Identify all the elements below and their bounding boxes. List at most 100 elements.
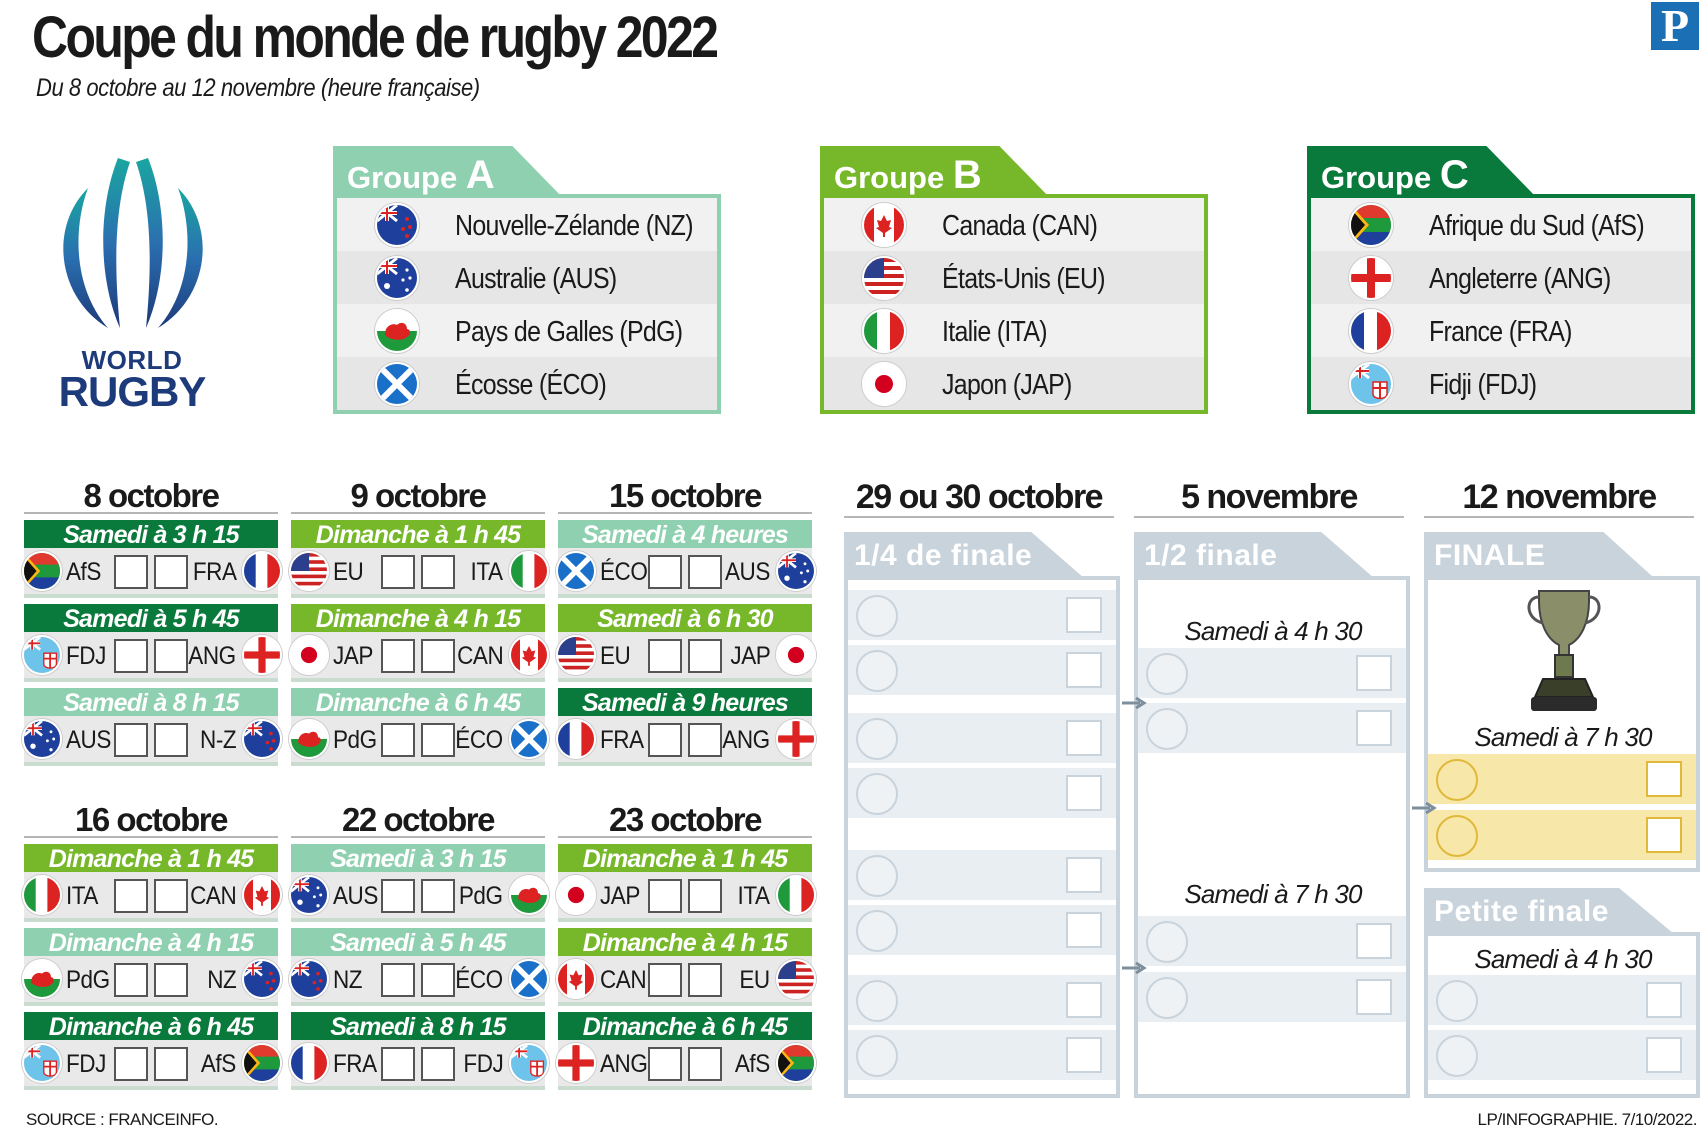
nz-flag-icon: [242, 719, 282, 759]
away-score-box[interactable]: [688, 963, 722, 997]
score-box[interactable]: [1356, 710, 1392, 746]
score-box[interactable]: [1356, 923, 1392, 959]
semi-final-slot: [1138, 703, 1406, 753]
team-placeholder-circle[interactable]: [1436, 759, 1478, 801]
away-score-box[interactable]: [688, 1047, 722, 1081]
match-card: Dimanche à 1 h 45 ITA CAN: [22, 844, 282, 922]
home-score-box[interactable]: [648, 723, 682, 757]
home-score-box[interactable]: [648, 639, 682, 673]
away-score-box[interactable]: [688, 723, 722, 757]
team-placeholder-circle[interactable]: [1146, 708, 1188, 750]
match-time: Samedi à 8 h 15: [291, 1012, 545, 1041]
score-box[interactable]: [1066, 720, 1102, 756]
score-box[interactable]: [1646, 817, 1682, 853]
home-team-code: ÉCO: [600, 558, 648, 586]
team-placeholder-circle[interactable]: [1146, 653, 1188, 695]
home-score-box[interactable]: [648, 1047, 682, 1081]
home-score-box[interactable]: [648, 879, 682, 913]
home-team-code: AUS: [66, 726, 111, 754]
team-placeholder-circle[interactable]: [1146, 977, 1188, 1019]
match-day: 9 octobre Dimanche à 1 h 45 EU ITA Dimanche …: [289, 478, 549, 766]
away-score-box[interactable]: [421, 639, 455, 673]
team-name: Angleterre (ANG): [1429, 263, 1611, 295]
home-score-box[interactable]: [381, 1047, 415, 1081]
team-placeholder-circle[interactable]: [1436, 815, 1478, 857]
score-box[interactable]: [1066, 912, 1102, 948]
score-box[interactable]: [1646, 982, 1682, 1018]
usa-flag-icon: [289, 551, 329, 591]
home-score-box[interactable]: [381, 723, 415, 757]
away-score-box[interactable]: [421, 723, 455, 757]
score-box[interactable]: [1356, 979, 1392, 1015]
home-score-box[interactable]: [381, 555, 415, 589]
away-score-box[interactable]: [154, 1047, 188, 1081]
away-score-box[interactable]: [421, 555, 455, 589]
score-box[interactable]: [1066, 1037, 1102, 1073]
team-placeholder-circle[interactable]: [856, 718, 898, 760]
england-flag-icon: [1349, 256, 1393, 300]
score-box[interactable]: [1066, 857, 1102, 893]
away-score-box[interactable]: [154, 963, 188, 997]
score-box[interactable]: [1066, 597, 1102, 633]
match-card: Samedi à 5 h 45 NZ ÉCO: [289, 928, 549, 1006]
score-box[interactable]: [1356, 655, 1392, 691]
home-score-box[interactable]: [114, 639, 148, 673]
away-score-box[interactable]: [688, 879, 722, 913]
world-rugby-text-1: WORLD: [81, 345, 183, 375]
away-score-box[interactable]: [421, 879, 455, 913]
scotland-flag-icon: [556, 551, 596, 591]
team-placeholder-circle[interactable]: [856, 855, 898, 897]
score-box[interactable]: [1646, 761, 1682, 797]
match-card: Dimanche à 4 h 15 JAP CAN: [289, 604, 549, 682]
quarter-final-slot: [848, 905, 1116, 955]
away-team-code: ANG: [188, 642, 237, 670]
home-team-code: NZ: [333, 966, 363, 994]
day-date: 22 octobre: [291, 802, 545, 838]
home-score-box[interactable]: [648, 555, 682, 589]
home-score-box[interactable]: [381, 963, 415, 997]
away-score-box[interactable]: [154, 723, 188, 757]
match-teams: FRA ANG: [556, 716, 816, 762]
home-score-box[interactable]: [381, 879, 415, 913]
team-placeholder-circle[interactable]: [856, 773, 898, 815]
trophy-icon: [1527, 590, 1601, 711]
canada-flag-icon: [862, 203, 906, 247]
match-card: Samedi à 5 h 45 FDJ ANG: [22, 604, 282, 682]
team-placeholder-circle[interactable]: [856, 1035, 898, 1077]
arrow-icon: [1122, 697, 1147, 709]
score-box[interactable]: [1066, 775, 1102, 811]
quarter-final-slot: [848, 645, 1116, 695]
match-card: Samedi à 8 h 15 AUS N-Z: [22, 688, 282, 766]
team-placeholder-circle[interactable]: [856, 650, 898, 692]
away-score-box[interactable]: [154, 555, 188, 589]
match-time: Dimanche à 6 h 45: [291, 688, 545, 717]
score-box[interactable]: [1066, 982, 1102, 1018]
team-placeholder-circle[interactable]: [1436, 1035, 1478, 1077]
home-score-box[interactable]: [114, 1047, 148, 1081]
home-score-box[interactable]: [381, 639, 415, 673]
team-placeholder-circle[interactable]: [1436, 980, 1478, 1022]
score-box[interactable]: [1646, 1037, 1682, 1073]
team-placeholder-circle[interactable]: [856, 595, 898, 637]
away-score-box[interactable]: [421, 1047, 455, 1081]
home-score-box[interactable]: [114, 723, 148, 757]
away-score-box[interactable]: [154, 639, 188, 673]
away-score-box[interactable]: [421, 963, 455, 997]
away-score-box[interactable]: [688, 639, 722, 673]
away-team-code: AfS: [735, 1050, 770, 1078]
home-score-box[interactable]: [114, 963, 148, 997]
score-box[interactable]: [1066, 652, 1102, 688]
small-final-slot: [1428, 975, 1696, 1025]
team-placeholder-circle[interactable]: [1146, 921, 1188, 963]
home-score-box[interactable]: [114, 879, 148, 913]
match-teams: EU JAP: [556, 632, 816, 678]
team-placeholder-circle[interactable]: [856, 980, 898, 1022]
away-score-box[interactable]: [688, 555, 722, 589]
australia-flag-icon: [22, 719, 62, 759]
italy-flag-icon: [22, 875, 62, 915]
home-score-box[interactable]: [648, 963, 682, 997]
home-team-code: AUS: [333, 882, 378, 910]
team-placeholder-circle[interactable]: [856, 910, 898, 952]
away-score-box[interactable]: [154, 879, 188, 913]
home-score-box[interactable]: [114, 555, 148, 589]
